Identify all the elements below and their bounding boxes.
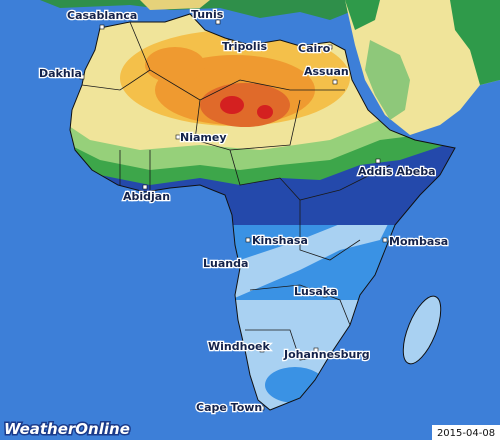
city-label: Mombasa <box>389 235 448 248</box>
city-marker <box>235 261 241 267</box>
arabia <box>450 0 500 85</box>
date-box <box>432 425 500 440</box>
city-marker <box>79 74 85 80</box>
city-label: Lusaka <box>294 285 338 298</box>
city-label: Addis Abeba <box>358 165 436 178</box>
city-label: Cairo <box>298 42 331 55</box>
city-marker <box>99 24 105 30</box>
city-marker <box>313 347 319 353</box>
city-label: Niamey <box>180 131 227 144</box>
city-label: Tunis <box>191 8 224 21</box>
city-label: Casablanca <box>67 9 137 22</box>
city-label: Johannesburg <box>283 348 370 361</box>
city-label: Tripolis <box>222 40 267 53</box>
city-marker <box>215 19 221 25</box>
date: 2015-04-08 <box>437 428 495 439</box>
arabia <box>365 40 410 120</box>
city-marker <box>332 79 338 85</box>
city-label: Windhoek <box>208 340 270 353</box>
city-marker <box>327 44 333 50</box>
city-marker <box>175 134 181 140</box>
city-marker <box>382 237 388 243</box>
madagascar <box>402 295 442 365</box>
city-marker <box>375 158 381 164</box>
cities: Casablanca Tunis Dakhla Tripolis Cairo Assuan… <box>38 7 450 416</box>
city-marker <box>259 405 265 411</box>
city-marker <box>227 39 233 45</box>
city-marker <box>259 347 265 353</box>
arabia <box>345 0 380 30</box>
city-label: Luanda <box>203 257 248 270</box>
city-label: Dakhla <box>39 67 82 80</box>
europe <box>140 0 210 10</box>
borders <box>81 21 391 361</box>
city-label: Assuan <box>304 65 349 78</box>
city-marker <box>142 184 148 190</box>
city-marker <box>322 292 328 298</box>
city-label: Abidjan <box>123 190 170 203</box>
coastline <box>69 13 456 411</box>
brand-logo: WeatherOnline <box>4 420 130 438</box>
city-label: Kinshasa <box>252 234 308 247</box>
city-marker <box>245 237 251 243</box>
city-label: Cape Town <box>196 401 262 414</box>
